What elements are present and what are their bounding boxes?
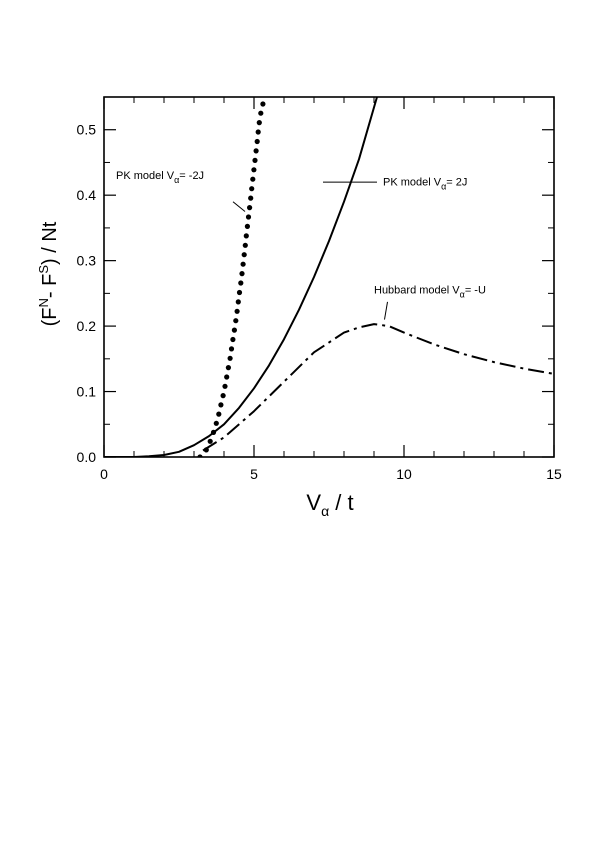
data-point — [242, 242, 248, 248]
data-point — [263, 97, 267, 98]
axis-ticks — [103, 96, 555, 458]
data-point — [240, 261, 246, 267]
series-pk-2j-line — [104, 97, 378, 457]
annotation-text: PK model V — [383, 176, 442, 188]
annotation-text: PK model V — [116, 170, 175, 182]
series-pk-minus-2j-dots — [197, 97, 267, 457]
plot-border — [103, 96, 555, 458]
y-tick-label: 0.3 — [77, 253, 97, 269]
data-point — [258, 110, 264, 116]
data-point — [252, 157, 258, 163]
data-point — [238, 280, 244, 286]
annotation-subscript: α — [174, 175, 179, 185]
data-point — [243, 233, 249, 239]
data-point — [245, 214, 252, 220]
tick-labels: 0 5 10 15 0.0 0.1 0.2 0.3 0.4 0.5 — [77, 122, 562, 482]
series-hubbard-line — [202, 323, 554, 452]
data-point — [231, 327, 237, 333]
data-point — [197, 454, 203, 457]
data-point — [236, 289, 243, 296]
x-axis-label-base: V — [306, 490, 321, 515]
y-tick-label: 0.4 — [77, 187, 97, 203]
annotation-text-rest: = -2J — [179, 170, 204, 182]
plot-frame — [103, 96, 555, 458]
y-tick-label: 0.1 — [77, 384, 97, 400]
annotation-text: Hubbard model V — [374, 284, 460, 296]
data-point — [225, 365, 231, 371]
data-point — [228, 346, 235, 352]
data-point — [247, 205, 253, 211]
x-tick-label: 15 — [546, 466, 562, 482]
y-axis-label: (FN- FS) / Nt — [36, 221, 61, 326]
data-point — [239, 271, 245, 277]
data-point — [213, 420, 219, 426]
data-point — [235, 299, 241, 305]
data-point — [241, 252, 247, 258]
annotation-pk-m2j: PK model Vα= -2J — [116, 170, 204, 185]
x-axis-label: Vα / t — [306, 490, 353, 519]
data-point — [234, 308, 240, 314]
data-point — [249, 186, 255, 192]
data-point — [260, 101, 266, 107]
data-point — [218, 402, 224, 408]
y-axis-label-p1: (F — [39, 307, 61, 326]
data-point — [230, 336, 236, 343]
data-point — [220, 393, 226, 399]
annotation-pointer — [384, 301, 388, 320]
annotation-subscript: α — [441, 181, 446, 191]
y-axis-label-sup2: S — [36, 265, 51, 274]
annotation-pk-2j: PK model Vα= 2J — [383, 176, 467, 191]
x-tick-label: 5 — [250, 466, 258, 482]
y-tick-label: 0.5 — [77, 122, 97, 138]
annotation-text-rest: = -U — [465, 284, 486, 296]
data-point — [256, 120, 262, 126]
x-axis-label-sub: α — [321, 503, 329, 519]
data-point — [250, 176, 256, 182]
data-point — [222, 383, 228, 389]
data-point — [210, 429, 217, 435]
y-axis-label-p2: - F — [39, 274, 61, 298]
y-axis-label-sup1: N — [36, 298, 51, 307]
data-point — [216, 411, 222, 417]
data-point — [207, 438, 213, 444]
y-tick-label: 0.2 — [77, 318, 97, 334]
x-axis-label-rest: / t — [329, 490, 353, 515]
annotation-text-rest: = 2J — [446, 176, 467, 188]
data-point — [224, 374, 230, 380]
x-tick-label: 0 — [100, 466, 108, 482]
data-point — [233, 318, 239, 324]
data-point — [248, 195, 254, 201]
data-point — [255, 129, 261, 135]
x-tick-label: 10 — [396, 466, 412, 482]
data-point — [244, 223, 250, 229]
annotation-pointer — [232, 201, 246, 212]
annotation-hubbard: Hubbard model Vα= -U — [374, 284, 486, 299]
data-point — [254, 138, 260, 145]
series-group — [104, 97, 554, 457]
annotation-subscript: α — [460, 289, 465, 299]
y-tick-label: 0.0 — [77, 449, 97, 465]
y-axis-label-p3: ) / Nt — [39, 221, 61, 265]
data-point — [227, 355, 233, 361]
data-point — [253, 148, 259, 154]
data-point — [251, 167, 257, 173]
